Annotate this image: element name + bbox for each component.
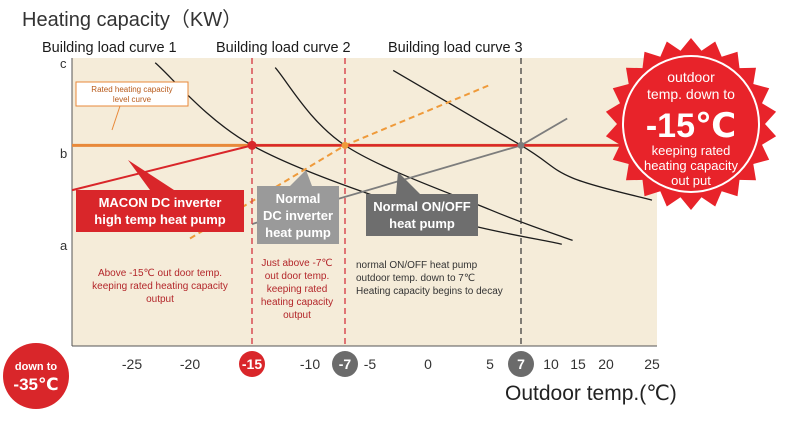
burst-badge: outdoor temp. down to -15℃ keeping rated… [605,38,777,210]
intersection-dot [247,140,257,150]
x-tick-label: 0 [424,356,432,372]
x-tick-label: -7 [339,356,352,372]
onoff-note-line-1: normal ON/OFF heat pump [356,260,478,271]
dc-note: Just above -7℃ out door temp. keeping ra… [261,258,333,321]
burst-line-4: keeping rated [652,143,731,158]
burst-line-6: out put [671,173,711,188]
macon-label: MACON DC inverter high temp heat pump [76,160,244,232]
intersection-dot [517,141,525,149]
onoff-note: normal ON/OFF heat pump outdoor temp. do… [356,260,503,297]
macon-note-line-3: output [146,294,174,305]
x-tick-label: 15 [570,356,586,372]
dc-note-line-5: output [283,310,311,321]
x-tick-label: 20 [598,356,614,372]
series-load-curve-3 [392,69,653,201]
y-tick-label-c: c [60,56,67,71]
load-curve-3-label: Building load curve 3 [388,40,523,56]
macon-label-line-1: MACON DC inverter [99,195,222,210]
burst-shape [605,38,777,210]
y-tick-label-a: a [60,238,68,253]
series-load-curve-1 [154,62,562,245]
down-to-badge-line-1: down to [15,361,57,373]
x-tick-badge [332,351,358,377]
x-tick-label: 25 [644,356,660,372]
chart-title: Heating capacity（KW） [22,8,242,31]
normal-dc-label-line-1: Normal [276,191,321,206]
down-to-badge: down to -35℃ [3,343,69,409]
y-tick-label-b: b [60,146,67,161]
dc-note-line-2: out door temp. [265,271,329,282]
normal-dc-label-line-3: heat pump [265,225,331,240]
rated-level-label: Rated heating capacity level curve [75,81,189,131]
x-tick-label: -10 [300,356,320,372]
dc-note-line-1: Just above -7℃ [261,258,332,269]
intersection-dot [341,141,349,149]
macon-note: Above -15℃ out door temp. keeping rated … [92,268,228,305]
rated-level-label-line-1: Rated heating capacity [91,85,172,94]
onoff-note-line-2: outdoor temp. down to 7℃ [356,273,475,284]
macon-note-line-1: Above -15℃ out door temp. [98,268,222,279]
x-tick-badge [508,351,534,377]
burst-line-5: heating capacity [644,158,738,173]
load-curve-2-label: Building load curve 2 [216,40,351,56]
rated-level-label-line-2: level curve [113,95,152,104]
x-axis-label: Outdoor temp.(℃) [505,382,677,405]
intersection-dots [247,140,525,150]
onoff-note-line-3: Heating capacity begins to decay [356,286,503,297]
x-tick-label: -20 [180,356,200,372]
down-to-badge-line-2: -35℃ [13,375,58,394]
onoff-label: Normal ON/OFF heat pump [366,172,478,236]
x-tick-label: 10 [543,356,559,372]
load-curve-1-label: Building load curve 1 [42,40,177,56]
onoff-label-line-2: heat pump [389,216,455,231]
x-tick-labels: -25 -20 -15 -10 -7 -5 0 5 7 10 15 20 25 [122,351,660,377]
x-tick-label: -25 [122,356,142,372]
dc-note-line-4: heating capacity [261,297,333,308]
x-tick-label: 5 [486,356,494,372]
burst-line-2: temp. down to [647,86,735,102]
burst-line-1: outdoor [667,69,715,85]
macon-note-line-2: keeping rated heating capacity [92,281,228,292]
macon-label-line-2: high temp heat pump [94,212,226,227]
normal-dc-label: Normal DC inverter heat pump [257,170,339,244]
onoff-label-line-1: Normal ON/OFF [373,199,471,214]
x-tick-label: -15 [242,356,262,372]
burst-line-3: -15℃ [646,107,736,145]
normal-dc-label-line-2: DC inverter [263,208,333,223]
x-tick-label: -5 [364,356,377,372]
x-tick-label: 7 [517,356,525,372]
dc-note-line-3: keeping rated [267,284,328,295]
x-tick-badge [239,351,265,377]
